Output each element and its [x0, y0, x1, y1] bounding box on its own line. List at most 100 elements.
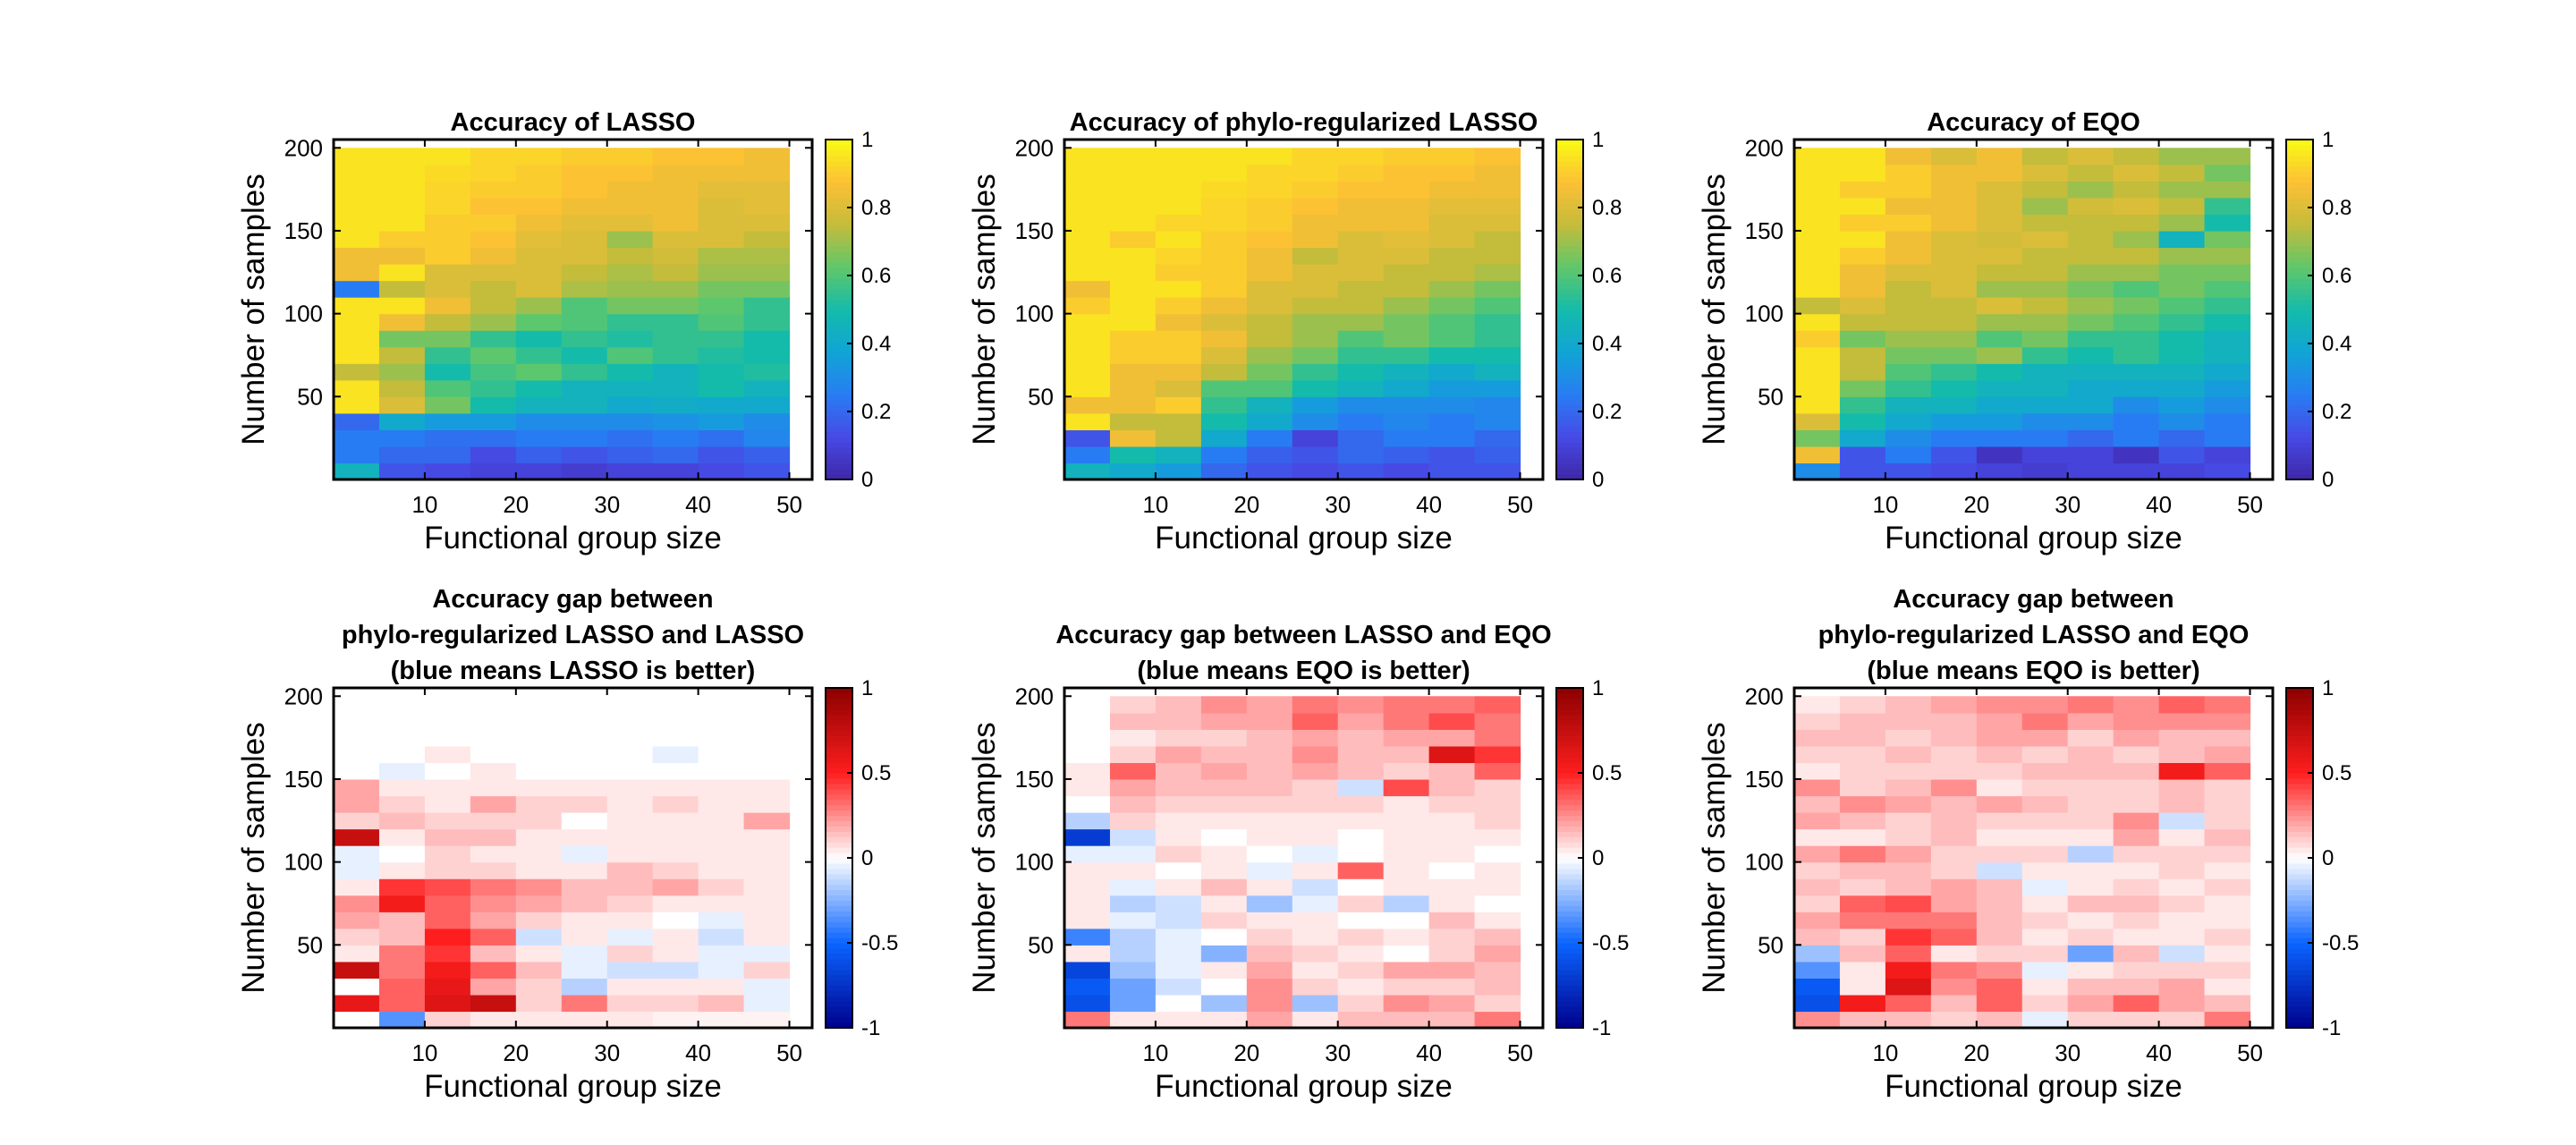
heatmap-cell	[334, 264, 380, 282]
heatmap-cell	[515, 895, 563, 912]
heatmap-cell	[1155, 247, 1202, 265]
heatmap-cell	[2021, 912, 2069, 929]
heatmap-cell	[1976, 313, 2023, 331]
heatmap-cell	[1292, 795, 1339, 813]
heatmap-cell	[1976, 994, 2023, 1013]
colorbar-swatch	[1556, 735, 1583, 742]
heatmap-cell	[698, 214, 745, 232]
heatmap-cell	[606, 230, 654, 249]
heatmap-cell	[652, 778, 699, 797]
heatmap-cell	[1246, 762, 1293, 780]
heatmap-cell	[652, 945, 699, 963]
heatmap-cell	[1155, 148, 1202, 165]
colorbar-swatch	[2286, 735, 2313, 742]
colorbar-swatch	[1556, 708, 1583, 716]
heatmap-cell	[1885, 247, 1932, 265]
heatmap-cell	[1885, 264, 1932, 282]
heatmap-cell	[1292, 330, 1339, 348]
heatmap-cell	[1839, 379, 1886, 397]
heatmap-cell	[515, 945, 563, 963]
heatmap-cell	[515, 812, 563, 830]
heatmap-cell	[2158, 878, 2206, 896]
heatmap-cell	[1794, 729, 1841, 747]
colorbar-swatch	[1556, 240, 1583, 247]
chart-title-line: phylo-regularized LASSO and EQO	[1818, 621, 2250, 649]
colorbar-swatch	[826, 895, 852, 902]
heatmap-cell	[1839, 845, 1886, 863]
heatmap-cell	[1155, 945, 1202, 963]
heatmap-cell	[1292, 363, 1339, 381]
heatmap-cell	[1976, 878, 2023, 896]
heatmap-cell	[1246, 828, 1293, 846]
heatmap-cell	[1839, 861, 1886, 879]
colorbar-swatch	[1556, 447, 1583, 454]
colorbar-swatch	[2286, 741, 2313, 747]
heatmap-cell	[2204, 961, 2251, 979]
heatmap-cell	[1064, 181, 1111, 199]
colorbar-swatch	[826, 314, 852, 321]
heatmap-cell	[1383, 346, 1430, 364]
heatmap-cell	[378, 712, 426, 730]
heatmap-cell	[1839, 346, 1886, 364]
heatmap-cell	[2113, 795, 2160, 813]
heatmap-cell	[1064, 313, 1111, 331]
colorbar-swatch	[2286, 698, 2313, 705]
heatmap-cell	[1794, 297, 1841, 315]
heatmap-cell	[2021, 247, 2069, 265]
heatmap-cell	[1839, 945, 1886, 963]
heatmap-cell	[2113, 994, 2160, 1013]
heatmap-cell	[1337, 912, 1385, 929]
heatmap-cell	[515, 878, 563, 896]
heatmap-cell	[1930, 712, 1978, 730]
heatmap-cell	[606, 861, 654, 879]
heatmap-cell	[561, 861, 608, 879]
colorbar-swatch	[826, 937, 852, 944]
heatmap-cell	[470, 795, 517, 813]
heatmap-cell	[1428, 462, 1476, 480]
heatmap-cell	[1794, 363, 1841, 381]
heatmap-cell	[698, 978, 745, 996]
heatmap-cell	[1474, 878, 1521, 896]
heatmap-cell	[743, 845, 791, 863]
heatmap-cell	[1474, 247, 1521, 265]
colorbar-swatch	[1556, 958, 1583, 965]
heatmap-cell	[1885, 379, 1932, 397]
colorbar-swatch	[2286, 815, 2313, 822]
heatmap-cell	[743, 795, 791, 813]
heatmap-cell	[1246, 945, 1293, 963]
heatmap-cell	[652, 994, 699, 1013]
heatmap-cell	[2021, 445, 2069, 464]
heatmap-cell	[470, 164, 517, 182]
colorbar-swatch	[2286, 250, 2313, 258]
colorbar-swatch	[826, 420, 852, 428]
heatmap-cell	[2021, 812, 2069, 830]
colorbar-frame	[1555, 139, 1584, 480]
colorbar-swatch	[1556, 283, 1583, 289]
heatmap-cell	[515, 297, 563, 315]
colorbar-swatch	[2286, 703, 2313, 710]
heatmap-cell	[2021, 462, 2069, 480]
y-tick-label: 200	[1015, 683, 1054, 709]
heatmap-cell	[1109, 912, 1157, 929]
heatmap-cell	[1839, 197, 1886, 216]
colorbar-swatch	[2286, 826, 2313, 832]
heatmap-cell	[606, 164, 654, 182]
x-tick-label: 10	[411, 491, 437, 518]
heatmap-cell	[1292, 197, 1339, 216]
heatmap-cell	[1246, 214, 1293, 232]
heatmap-cell	[1292, 181, 1339, 199]
heatmap-cell	[698, 330, 745, 348]
y-tick-label: 150	[1015, 217, 1054, 244]
chart-title-line: Accuracy gap between	[1893, 585, 2174, 614]
heatmap-cell	[2113, 861, 2160, 879]
heatmap-cell	[1200, 412, 1248, 430]
heatmap-cell	[1064, 895, 1111, 912]
heatmap-cell	[1246, 197, 1293, 216]
heatmap-cell	[1155, 828, 1202, 846]
heatmap-cell	[424, 945, 471, 963]
heatmap-cell	[2067, 729, 2114, 747]
heatmap-cell	[1064, 429, 1111, 447]
colorbar-swatch	[2286, 335, 2313, 343]
heatmap-cell	[1109, 812, 1157, 830]
heatmap-cell	[1337, 978, 1385, 996]
